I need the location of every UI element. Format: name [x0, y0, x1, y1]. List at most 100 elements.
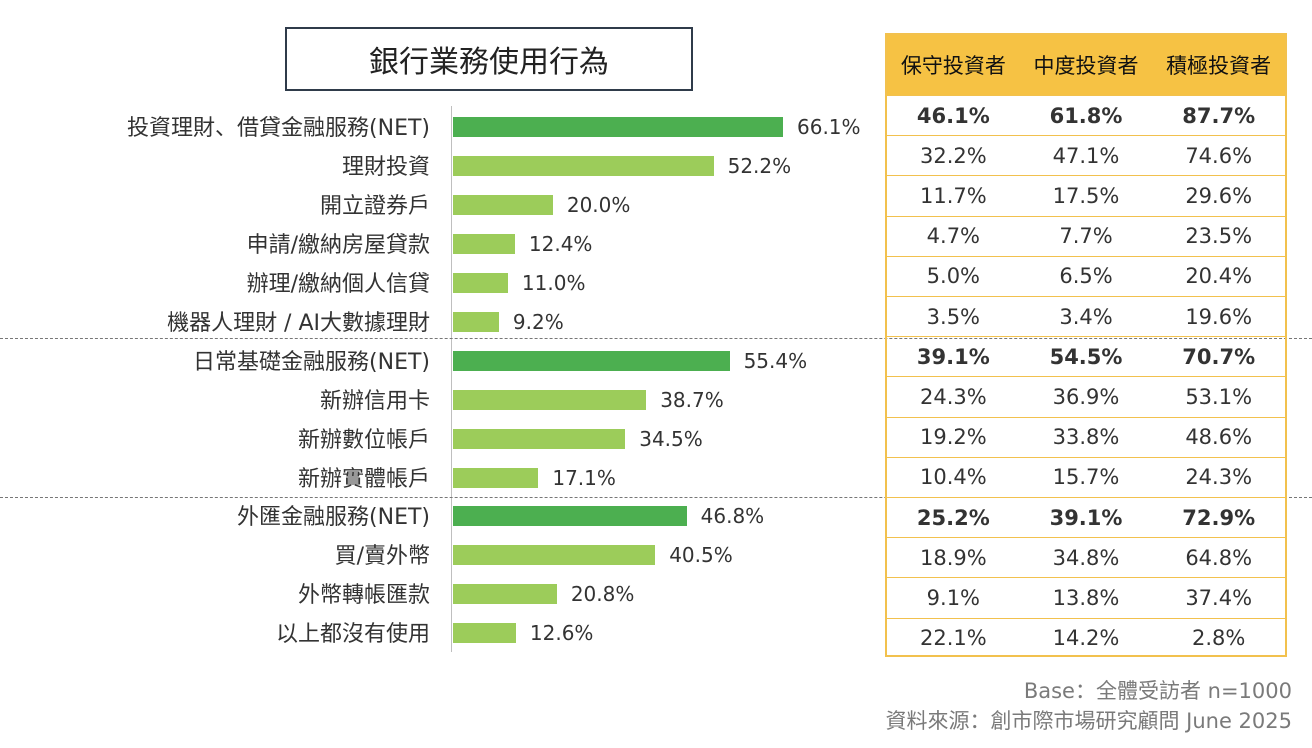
- table-cell: 23.5%: [1185, 224, 1253, 249]
- table-row: 32.2% 47.1% 74.6%: [887, 135, 1285, 175]
- table-row: 22.1% 14.2% 2.8%: [887, 617, 1285, 658]
- investor-table: 保守投資者 中度投資者 積極投資者 46.1% 61.8% 87.7% 32.2% 47…: [885, 33, 1287, 657]
- category-label: 新辦數位帳戶: [297, 427, 430, 453]
- table-row: 46.1% 61.8% 87.7%: [887, 95, 1285, 135]
- table-row: 24.3% 36.9% 53.1%: [887, 376, 1285, 416]
- table-row: 19.2% 33.8% 48.6%: [887, 416, 1285, 457]
- table-cell: 6.5%: [1059, 264, 1113, 289]
- table-cell: 2.8%: [1192, 626, 1246, 651]
- bar-value-label: 52.2%: [727, 154, 792, 179]
- bar-value-label: 12.6%: [529, 621, 594, 646]
- bar-value-label: 20.8%: [570, 582, 635, 607]
- table-cell: 72.9%: [1182, 505, 1256, 530]
- table-cell: 10.4%: [919, 465, 987, 490]
- table-cell: 9.1%: [926, 585, 981, 610]
- table-cell: 33.8%: [1052, 425, 1120, 450]
- bar: [453, 545, 656, 566]
- bar: [453, 389, 647, 410]
- bar: [453, 467, 539, 488]
- table-cell: 19.6%: [1185, 304, 1253, 329]
- table-cell: 39.1%: [916, 344, 990, 369]
- bar: [453, 623, 516, 644]
- category-label: 新辦信用卡: [319, 388, 430, 414]
- table-cell: 54.5%: [1049, 344, 1123, 369]
- bar-value-label: 12.4%: [528, 232, 593, 257]
- table-cell: 74.6%: [1185, 143, 1253, 168]
- table-cell: 47.1%: [1052, 143, 1120, 168]
- bar: [453, 311, 499, 332]
- table-cell: 70.7%: [1182, 344, 1256, 369]
- table-cell: 32.2%: [919, 143, 987, 168]
- bar: [453, 428, 626, 449]
- category-label: 辦理/繳納個人信貸: [246, 272, 430, 298]
- table-cell: 61.8%: [1049, 103, 1123, 128]
- table-cell: 29.6%: [1185, 183, 1253, 208]
- group-divider-2: [0, 497, 1312, 498]
- table-cell: 7.7%: [1059, 224, 1113, 249]
- bar-value-label: 20.0%: [566, 193, 631, 218]
- table-cell: 46.1%: [916, 103, 990, 128]
- table-row: 10.4% 15.7% 24.3%: [887, 456, 1285, 497]
- bar: [453, 273, 508, 294]
- table-cell: 64.8%: [1185, 545, 1253, 570]
- bar-value-label: 55.4%: [743, 348, 808, 373]
- bar-value-label: 9.2%: [512, 309, 564, 334]
- bar-value-label: 66.1%: [797, 115, 861, 140]
- category-label: 外幣轉帳匯款: [297, 583, 430, 609]
- table-cell: 5.0%: [926, 264, 981, 289]
- category-label: 以上都沒有使用: [275, 622, 430, 648]
- category-label: 投資理財、借貸金融服務(NET): [127, 116, 430, 142]
- header-conservative: 保守投資者: [900, 54, 1006, 78]
- table-cell: 48.6%: [1185, 425, 1253, 450]
- table-cell: 4.7%: [926, 224, 981, 249]
- table-cell: 39.1%: [1049, 505, 1123, 530]
- header-aggressive: 積極投資者: [1166, 54, 1272, 78]
- bar-value-label: 38.7%: [660, 387, 724, 412]
- category-label: 外匯金融服務(NET): [237, 505, 430, 531]
- table-header: 保守投資者 中度投資者 積極投資者: [887, 35, 1285, 95]
- table-cell: 19.2%: [919, 425, 987, 450]
- table-row: 25.2% 39.1% 72.9%: [887, 497, 1285, 537]
- group-divider-1: [0, 338, 1312, 339]
- table-cell: 3.5%: [926, 304, 981, 329]
- chart-title: 銀行業務使用行為: [285, 27, 693, 91]
- chart-axis-line: [451, 106, 452, 652]
- category-label: 日常基礎金融服務(NET): [193, 349, 430, 375]
- bar-value-label: 11.0%: [521, 271, 586, 296]
- bar-value-label: 34.5%: [639, 426, 703, 451]
- table-cell: 3.4%: [1059, 304, 1113, 329]
- table-cell: 18.9%: [919, 545, 987, 570]
- bar: [453, 234, 515, 255]
- category-label: 理財投資: [341, 155, 430, 181]
- table-cell: 13.8%: [1052, 585, 1120, 610]
- category-label: 機器人理財 / AI大數據理財: [167, 310, 430, 336]
- table-row: 4.7% 7.7% 23.5%: [887, 215, 1285, 256]
- category-label: 開立證券戶: [319, 194, 430, 220]
- table-cell: 87.7%: [1182, 103, 1256, 128]
- table-row: 11.7% 17.5% 29.6%: [887, 175, 1285, 215]
- category-label: 申請/繳納房屋貸款: [246, 233, 430, 259]
- header-moderate: 中度投資者: [1033, 54, 1139, 78]
- table-cell: 14.2%: [1052, 626, 1120, 651]
- bar: [453, 117, 783, 138]
- bar-value-label: 40.5%: [669, 543, 733, 568]
- bar: [453, 506, 687, 527]
- table-cell: 22.1%: [919, 626, 987, 651]
- bar-value-label: 17.1%: [552, 465, 616, 490]
- table-cell: 20.4%: [1185, 264, 1253, 289]
- category-label: 新辦實體帳戶: [297, 466, 430, 492]
- table-cell: 11.7%: [919, 183, 987, 208]
- table-row: 18.9% 34.8% 64.8%: [887, 537, 1285, 577]
- table-cell: 36.9%: [1052, 384, 1120, 409]
- bar: [453, 156, 714, 177]
- table-row: 9.1% 13.8% 37.4%: [887, 577, 1285, 617]
- table-row: 5.0% 6.5% 20.4%: [887, 255, 1285, 296]
- table-cell: 15.7%: [1052, 465, 1120, 490]
- table-cell: 37.4%: [1185, 585, 1253, 610]
- footer-base: Base：全體受訪者 n=1000: [1023, 679, 1292, 703]
- table-row: 39.1% 54.5% 70.7%: [887, 336, 1285, 376]
- bar-value-label: 46.8%: [700, 504, 765, 529]
- table-cell: 17.5%: [1052, 183, 1120, 208]
- table-cell: 53.1%: [1185, 384, 1253, 409]
- table-cell: 24.3%: [1185, 465, 1253, 490]
